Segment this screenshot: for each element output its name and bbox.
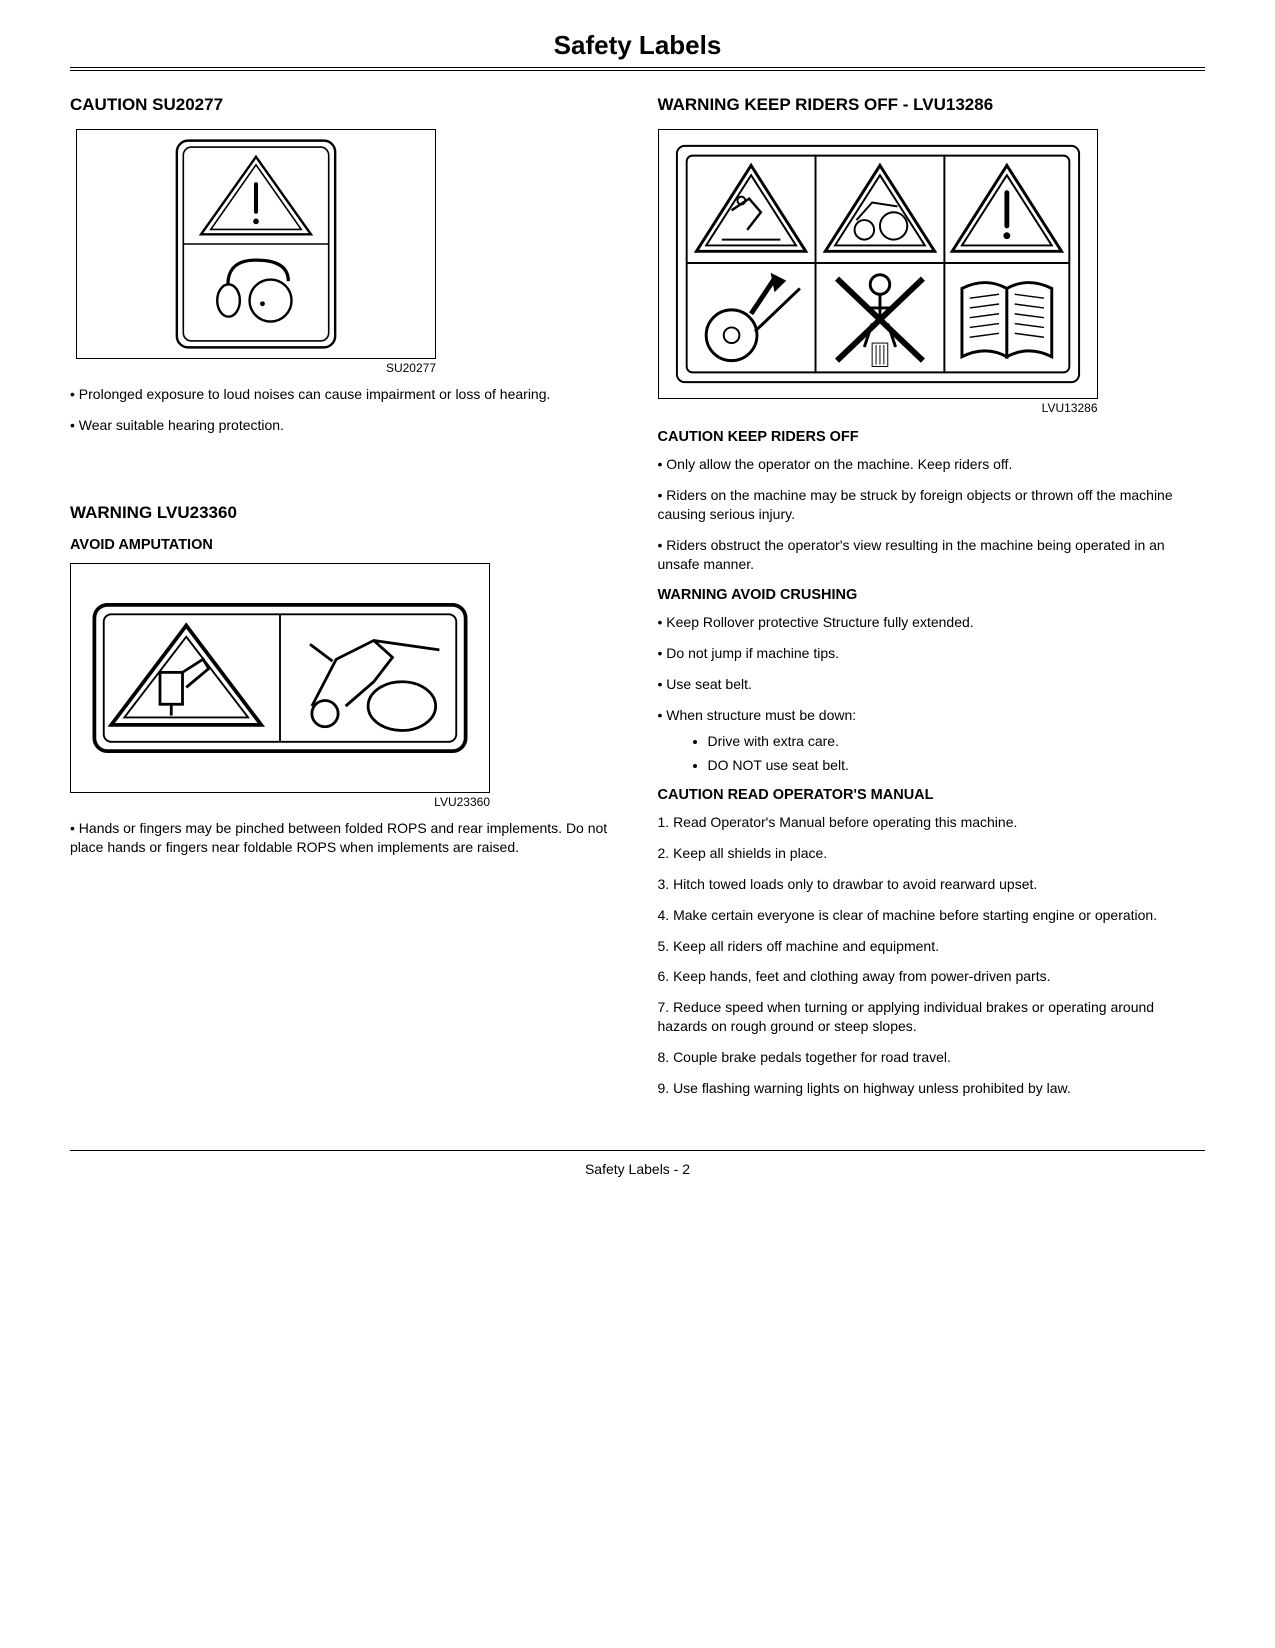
subheading-caution-keep-riders-off: CAUTION KEEP RIDERS OFF [658,429,1206,445]
right-column: WARNING KEEP RIDERS OFF - LVU13286 [658,89,1206,1110]
figure-su20277 [76,129,436,359]
sub-bullet-list: Drive with extra care. DO NOT use seat b… [658,733,1206,773]
subheading-avoid-amputation: AVOID AMPUTATION [70,537,618,553]
bullet-text: • Riders on the machine may be struck by… [658,486,1206,524]
numbered-item: 8. Couple brake pedals together for road… [658,1048,1206,1067]
heading-warning-keep-riders-off: WARNING KEEP RIDERS OFF - LVU13286 [658,95,1206,115]
sub-bullet-item: Drive with extra care. [708,733,1206,749]
sub-bullet-item: DO NOT use seat belt. [708,757,1206,773]
figure-caption-su20277: SU20277 [70,361,436,375]
safety-label-lvu23360-svg [90,603,470,753]
heading-caution-su20277: CAUTION SU20277 [70,95,618,115]
safety-label-lvu13286-svg [673,141,1083,387]
bullet-text: • Wear suitable hearing protection. [70,416,618,435]
bullet-text: • Keep Rollover protective Structure ful… [658,613,1206,632]
figure-caption-lvu23360: LVU23360 [70,795,490,809]
figure-caption-lvu13286: LVU13286 [658,401,1098,415]
bullet-text: • When structure must be down: [658,706,1206,725]
heading-warning-lvu23360: WARNING LVU23360 [70,503,618,523]
numbered-item: 5. Keep all riders off machine and equip… [658,937,1206,956]
bullet-text: • Do not jump if machine tips. [658,644,1206,663]
numbered-item: 2. Keep all shields in place. [658,844,1206,863]
numbered-item: 7. Reduce speed when turning or applying… [658,998,1206,1036]
numbered-item: 6. Keep hands, feet and clothing away fr… [658,967,1206,986]
numbered-item: 4. Make certain everyone is clear of mac… [658,906,1206,925]
bullet-text: • Prolonged exposure to loud noises can … [70,385,618,404]
bullet-text: • Hands or fingers may be pinched betwee… [70,819,618,857]
numbered-item: 1. Read Operator's Manual before operati… [658,813,1206,832]
numbered-item: 3. Hitch towed loads only to drawbar to … [658,875,1206,894]
page-title: Safety Labels [70,30,1205,71]
figure-lvu13286 [658,129,1098,399]
bullet-text: • Use seat belt. [658,675,1206,694]
figure-lvu23360 [70,563,490,793]
numbered-item: 9. Use flashing warning lights on highwa… [658,1079,1206,1098]
page-footer: Safety Labels - 2 [70,1150,1205,1177]
bullet-text: • Only allow the operator on the machine… [658,455,1206,474]
two-column-layout: CAUTION SU20277 SU20277 • Prolonged expo… [70,89,1205,1110]
bullet-text: • Riders obstruct the operator's view re… [658,536,1206,574]
left-column: CAUTION SU20277 SU20277 • Prolonged expo… [70,89,618,1110]
subheading-warning-avoid-crushing: WARNING AVOID CRUSHING [658,587,1206,603]
safety-label-su20277-svg [171,139,341,349]
subheading-caution-read-manual: CAUTION READ OPERATOR'S MANUAL [658,787,1206,803]
